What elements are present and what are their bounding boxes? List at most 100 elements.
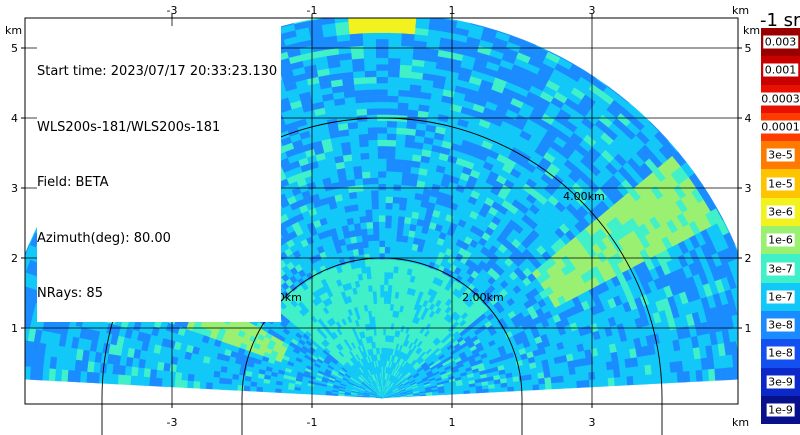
field-cell xyxy=(348,20,363,29)
field-cell xyxy=(395,234,403,242)
field-cell xyxy=(362,240,369,249)
field-cell xyxy=(376,296,381,304)
field-cell xyxy=(363,57,377,65)
field-cell xyxy=(708,368,716,382)
field-cell xyxy=(600,369,609,379)
field-cell xyxy=(397,102,409,110)
field-cell xyxy=(377,177,387,185)
field-cell xyxy=(367,133,378,141)
field-cell xyxy=(386,309,391,317)
field-cell xyxy=(361,13,375,14)
field-cell xyxy=(389,253,396,261)
field-cell xyxy=(400,241,408,249)
field-cell xyxy=(569,373,577,382)
field-cell xyxy=(494,387,502,393)
field-cell xyxy=(402,222,411,231)
field-cell xyxy=(370,189,379,197)
field-cell xyxy=(380,303,384,310)
field-cell xyxy=(756,310,760,324)
field-cell xyxy=(682,370,691,383)
field-cell xyxy=(385,170,395,179)
field-cell xyxy=(353,76,366,85)
field-cell xyxy=(375,38,389,46)
field-cell xyxy=(372,227,380,235)
field-cell xyxy=(380,315,384,323)
field-cell xyxy=(389,240,397,248)
field-cell xyxy=(601,377,609,387)
field-cell xyxy=(387,57,401,65)
field-cell xyxy=(549,369,558,378)
field-cell xyxy=(749,338,757,352)
field-cell xyxy=(398,203,407,211)
field-cell xyxy=(360,164,371,173)
field-cell xyxy=(384,215,393,223)
field-cell xyxy=(383,290,388,298)
field-cell xyxy=(393,259,400,267)
field-cell xyxy=(363,196,372,204)
field-cell xyxy=(379,259,385,266)
field-cell xyxy=(374,259,380,267)
field-cell xyxy=(373,246,380,254)
field-cell xyxy=(513,385,521,392)
field-cell xyxy=(532,383,540,391)
field-cell xyxy=(371,208,379,216)
field-cell xyxy=(745,352,753,366)
field-cell xyxy=(348,134,360,142)
field-cell xyxy=(695,369,704,382)
field-cell xyxy=(398,76,411,85)
field-cell xyxy=(525,379,533,386)
field-cell xyxy=(11,284,21,299)
field-cell xyxy=(402,228,410,237)
field-cell xyxy=(376,126,388,134)
field-cell xyxy=(531,378,540,385)
field-cell xyxy=(359,146,370,154)
field-cell xyxy=(372,233,380,241)
field-cell xyxy=(383,303,388,311)
field-cell xyxy=(378,208,386,216)
field-cell xyxy=(701,368,710,382)
field-cell xyxy=(400,32,415,41)
field-cell xyxy=(631,365,640,377)
field-cell xyxy=(349,32,364,41)
field-cell xyxy=(551,382,559,390)
field-cell xyxy=(383,278,389,286)
field-cell xyxy=(401,20,416,29)
field-cell xyxy=(377,183,387,191)
field-cell xyxy=(399,64,413,72)
field-cell xyxy=(526,384,534,391)
field-cell xyxy=(386,145,396,153)
field-cell xyxy=(400,39,415,47)
field-cell xyxy=(357,203,366,211)
field-cell xyxy=(354,95,367,104)
field-cell xyxy=(380,309,384,317)
field-cell xyxy=(401,26,416,35)
field-cell xyxy=(349,39,364,47)
field-cell xyxy=(739,271,749,286)
field-cell xyxy=(392,183,402,192)
field-cell xyxy=(645,373,653,385)
field-cell xyxy=(606,368,615,379)
field-cell xyxy=(361,171,371,179)
field-cell xyxy=(676,371,685,383)
field-cell xyxy=(403,216,412,225)
field-cell xyxy=(620,376,628,386)
field-cell xyxy=(348,14,362,16)
field-cell xyxy=(388,271,394,280)
field-cell xyxy=(369,259,376,267)
field-cell xyxy=(613,376,622,387)
field-cell xyxy=(384,233,392,241)
field-cell xyxy=(401,235,409,243)
field-cell xyxy=(732,272,738,288)
field-cell xyxy=(376,95,388,103)
field-cell xyxy=(396,108,409,116)
field-cell xyxy=(364,76,377,84)
field-cell xyxy=(378,227,386,235)
field-cell xyxy=(365,89,377,97)
field-cell xyxy=(368,152,378,160)
field-cell xyxy=(391,215,399,223)
field-cell xyxy=(19,257,25,270)
field-cell xyxy=(385,177,395,185)
field-cell xyxy=(387,89,399,97)
field-cell xyxy=(360,228,368,236)
field-cell xyxy=(348,26,363,35)
